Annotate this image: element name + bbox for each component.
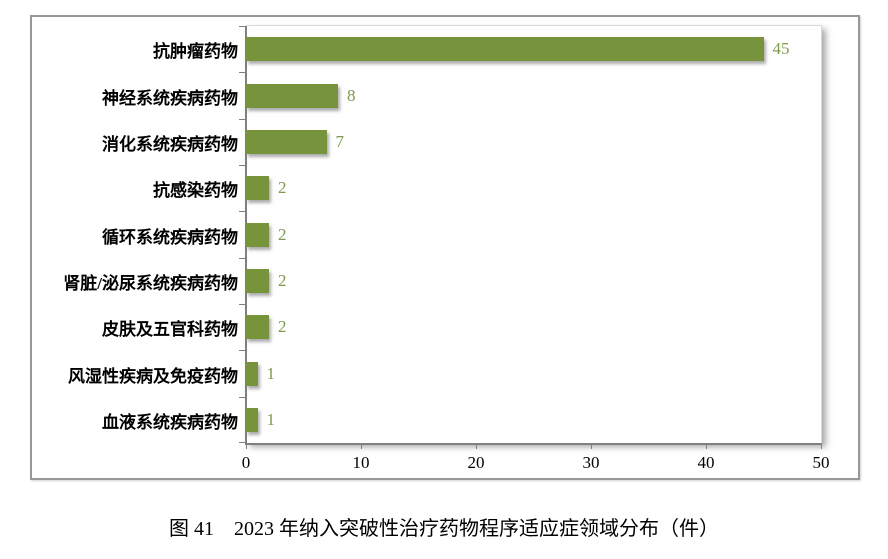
y-axis-tick [239, 118, 246, 120]
figure-caption: 图 41 2023 年纳入突破性治疗药物程序适应症领域分布（件） [169, 518, 719, 540]
category-axis: 抗肿瘤药物神经系统疾病药物 消化系统疾病药物抗感染药物循环系统疾病药物肾脏/泌尿系… [32, 25, 238, 442]
category-label: 循环系统疾病药物 [102, 227, 238, 247]
y-axis-tick [239, 211, 246, 213]
bar-value-label: 7 [335, 131, 345, 151]
category-label: 神经系统疾病药物 [102, 88, 238, 108]
bar-value-label: 2 [278, 224, 287, 244]
category-label: 消化系统疾病药物 [102, 134, 238, 154]
bar [246, 129, 327, 154]
plot-area: 45 8 7 2 2 2 2 1 1 0 10 20 30 40 50 [239, 25, 830, 472]
x-axis-line [245, 443, 821, 445]
y-axis-tick [239, 304, 246, 305]
x-axis-tick-label: 20 [467, 453, 485, 472]
x-axis-tick [591, 443, 592, 449]
x-axis-tick-label: 0 [241, 453, 251, 472]
bar-value-label: 1 [266, 363, 276, 383]
category-label: 血液系统疾病药物 [102, 412, 238, 432]
bar [246, 315, 269, 340]
bar [246, 176, 269, 201]
bar-value-label: 45 [772, 39, 790, 59]
y-axis-tick [239, 396, 246, 398]
bar-value-label: 1 [266, 409, 276, 429]
x-axis-tick-label: 10 [352, 453, 370, 472]
bar [246, 268, 269, 293]
x-axis-tick-label: 50 [812, 453, 830, 472]
y-axis-tick [239, 350, 246, 352]
category-label: 肾脏/泌尿系统疾病药物 [63, 273, 238, 293]
bar [246, 407, 258, 432]
bar [246, 361, 258, 386]
category-label: 抗肿瘤药物 [153, 42, 238, 62]
x-axis-tick [821, 443, 822, 449]
bar-value-label: 2 [278, 317, 287, 337]
bar [246, 37, 764, 62]
y-axis-tick [239, 257, 246, 259]
category-label: 抗感染药物 [153, 181, 238, 201]
category-label: 风湿性疾病及免疫药物 [68, 366, 238, 386]
chart-frame: 抗肿瘤药物神经系统疾病药物 消化系统疾病药物抗感染药物循环系统疾病药物肾脏/泌尿系… [30, 15, 860, 480]
bar-value-label: 8 [347, 85, 356, 105]
bar [246, 222, 269, 247]
y-axis-tick [239, 442, 246, 443]
category-label: 皮肤及五官科药物 [102, 320, 238, 340]
x-axis-tick [476, 443, 477, 449]
x-axis-tick [246, 443, 247, 449]
x-axis-tick-label: 30 [582, 453, 600, 472]
x-axis-tick [361, 443, 362, 449]
bar [246, 83, 338, 108]
x-axis-tick-label: 40 [697, 453, 715, 472]
x-axis-tick [706, 443, 707, 449]
bar-value-label: 2 [278, 270, 287, 290]
y-axis-tick [239, 165, 246, 166]
y-axis-tick [239, 26, 246, 27]
y-axis-tick [239, 72, 246, 74]
bar-value-label: 2 [278, 178, 287, 198]
